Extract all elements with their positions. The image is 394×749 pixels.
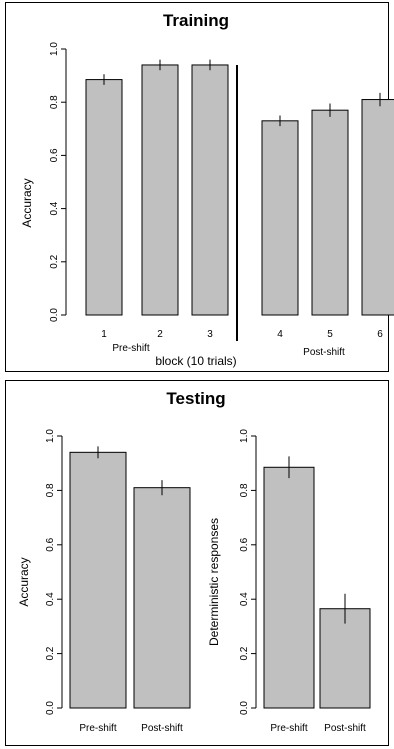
y-axis-accuracy: 0.0 0.2 0.4 0.6 0.8 1.0 [45, 429, 63, 715]
y-axis-label: Accuracy [20, 178, 34, 227]
x-tick-label: Post-shift [324, 723, 366, 734]
y-tick-label: 0.6 [239, 537, 250, 551]
bar [69, 451, 127, 709]
x-tick-labels-deterministic: Pre-shift Post-shift [270, 723, 366, 734]
bar [141, 64, 179, 316]
x-tick-label: 5 [327, 329, 333, 340]
x-tick-labels-accuracy: Pre-shift Post-shift [79, 723, 183, 734]
x-tick-label: Pre-shift [79, 723, 116, 734]
y-tick-label: 0.2 [45, 646, 56, 660]
bars [85, 59, 394, 316]
y-tick-label: 0.2 [239, 646, 250, 660]
bars-accuracy [69, 446, 191, 709]
bar [191, 64, 229, 316]
y-tick-label: 0.2 [49, 254, 60, 268]
x-tick-label: Post-shift [141, 723, 183, 734]
group-label-pre-shift: Pre-shift [112, 343, 149, 354]
y-tick-label: 0.6 [49, 148, 60, 162]
y-tick-label: 0.0 [49, 308, 60, 322]
bars-deterministic [263, 456, 371, 709]
bar [261, 120, 299, 316]
testing-panel: Testing Accuracy Deterministic responses… [5, 380, 389, 746]
training-panel: Training Accuracy block (10 trials) 0.0 0… [5, 2, 394, 372]
bar [319, 608, 371, 709]
y-tick-label: 0.0 [45, 701, 56, 715]
y-axis-label-accuracy: Accuracy [17, 557, 31, 606]
y-tick-label: 0.0 [239, 701, 250, 715]
y-axis: 0.0 0.2 0.4 0.6 0.8 1.0 [49, 42, 67, 322]
x-axis-label: block (10 trials) [155, 354, 236, 368]
y-tick-label: 0.6 [45, 537, 56, 551]
y-tick-label: 1.0 [45, 429, 56, 443]
y-tick-label: 0.4 [239, 592, 250, 606]
bar [263, 466, 315, 709]
y-tick-label: 0.8 [239, 483, 250, 497]
chart-title: Testing [166, 389, 225, 408]
training-chart: Training Accuracy block (10 trials) 0.00… [20, 11, 394, 368]
x-tick-label: 3 [207, 329, 213, 340]
x-tick-label: 1 [101, 329, 107, 340]
y-tick-label: 0.8 [45, 483, 56, 497]
chart-title: Training [163, 11, 229, 30]
bar [85, 79, 123, 316]
y-tick-label: 1.0 [239, 429, 250, 443]
group-label-post-shift: Post-shift [303, 347, 345, 358]
y-tick-label: 0.4 [49, 201, 60, 215]
x-tick-label: 4 [277, 329, 283, 340]
x-tick-label: 6 [377, 329, 383, 340]
x-tick-label: 2 [157, 329, 163, 340]
bar [311, 109, 349, 316]
bar [361, 99, 394, 316]
y-axis-deterministic: 0.0 0.2 0.4 0.6 0.8 1.0 [239, 429, 257, 715]
testing-charts: Testing Accuracy Deterministic responses… [17, 389, 371, 734]
y-tick-label: 0.8 [49, 95, 60, 109]
bar [133, 487, 191, 709]
x-tick-label: Pre-shift [270, 723, 307, 734]
y-tick-label: 1.0 [49, 42, 60, 56]
y-axis-label-deterministic: Deterministic responses [207, 518, 221, 646]
y-tick-label: 0.4 [45, 592, 56, 606]
x-tick-labels: 1 2 3 4 5 6 [101, 329, 383, 340]
